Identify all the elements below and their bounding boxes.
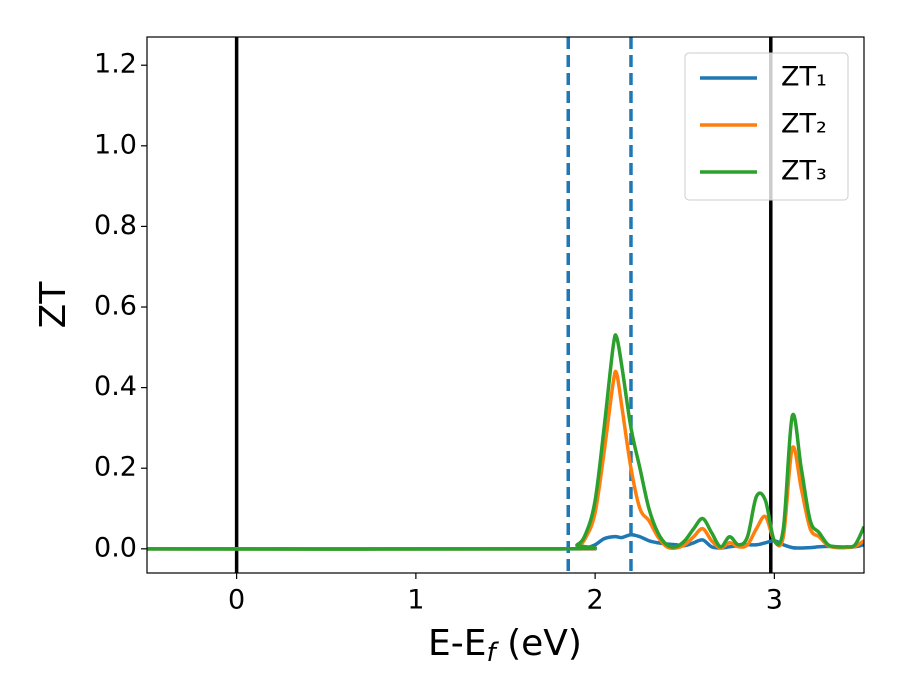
y-tick-label: 0.0	[94, 532, 137, 563]
y-axis-label: ZT	[33, 281, 74, 329]
y-tick-label: 0.4	[94, 371, 137, 402]
x-label-part: (eV)	[496, 623, 582, 664]
legend-label: ZT₁	[781, 62, 827, 93]
x-tick-label: 1	[407, 585, 424, 616]
legend-label: ZT₂	[781, 109, 827, 140]
x-tick-label: 3	[766, 585, 783, 616]
line-series	[147, 333, 864, 551]
x-tick-label: 0	[228, 585, 245, 616]
legend: ZT₁ ZT₂ ZT₃	[684, 52, 849, 201]
legend-label: ZT₃	[781, 156, 827, 187]
line-series	[147, 369, 864, 551]
x-axis-label: E-Ef (eV)	[428, 623, 582, 668]
x-label-part: E-E	[428, 623, 486, 664]
y-tick-label: 0.2	[94, 452, 137, 483]
line-series	[147, 532, 864, 551]
y-tick-label: 0.8	[94, 210, 137, 241]
legend-frame	[684, 52, 849, 201]
y-tick-label: 1.0	[94, 129, 137, 160]
y-tick-label: 0.6	[94, 291, 137, 322]
y-tick-label: 1.2	[94, 49, 137, 80]
axes-frame	[146, 36, 865, 574]
x-tick-label: 2	[587, 585, 604, 616]
